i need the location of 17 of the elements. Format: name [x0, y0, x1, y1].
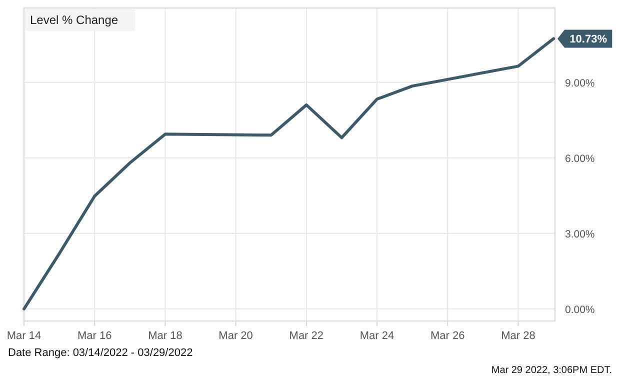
y-tick-label: 3.00% — [565, 228, 595, 240]
y-tick-label: 9.00% — [565, 77, 595, 90]
x-tick-label: Mar 16 — [77, 330, 112, 342]
x-tick-label: Mar 28 — [501, 330, 536, 342]
x-tick-label: Mar 14 — [6, 330, 42, 342]
x-tick-label: Mar 24 — [360, 330, 394, 342]
data-label: 10.73% — [570, 34, 608, 46]
y-tick-label: 0.00% — [565, 304, 595, 316]
text: Date Range: 03/14/2022 - 03/29/2022 — [8, 347, 193, 359]
x-tick-label: Mar 22 — [289, 330, 324, 342]
y-tick-label: 6.00% — [565, 152, 595, 165]
x-tick-label: Mar 20 — [218, 330, 253, 342]
text: Mar 29 2022, 3:06PM EDT. — [491, 365, 612, 376]
line-series — [22, 37, 556, 310]
x-tick-label: Mar 26 — [430, 330, 465, 342]
x-tick-label: Mar 18 — [148, 330, 182, 342]
text: Level % Change — [30, 13, 118, 27]
